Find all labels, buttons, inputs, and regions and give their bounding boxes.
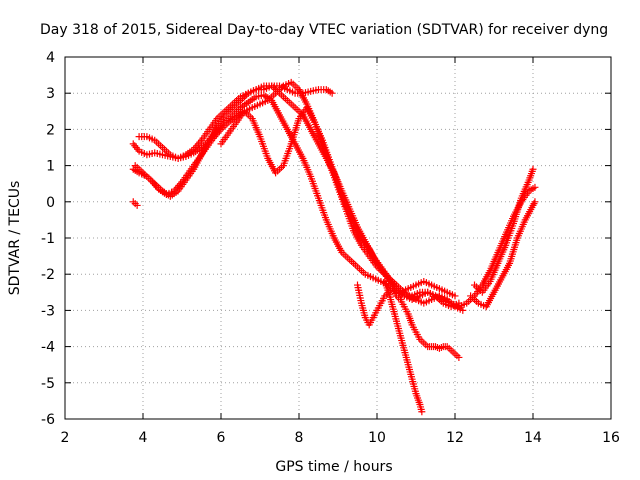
y-tick-label: -1	[41, 231, 55, 247]
x-tick-label: 6	[217, 430, 226, 446]
y-tick-label: 4	[46, 50, 55, 66]
y-tick-label: 1	[46, 159, 55, 175]
series-arc-3	[129, 82, 463, 311]
series-arc-9	[467, 198, 539, 311]
data-point	[328, 89, 336, 97]
data-point	[133, 201, 141, 209]
y-tick-label: -4	[41, 340, 55, 356]
y-tick-label: -2	[41, 267, 55, 283]
y-tick-label: 3	[46, 86, 55, 102]
series-arc-7	[354, 281, 463, 361]
data-point	[451, 292, 459, 300]
data-point	[194, 140, 202, 148]
x-tick-label: 14	[524, 430, 542, 446]
series-arc-1	[129, 198, 141, 209]
y-tick-labels: -6 -5 -4 -3 -2 -1 0 1 2 3 4	[41, 50, 55, 428]
data-point	[196, 138, 204, 146]
x-tick-labels: 2 4 6 8 10 12 14 16	[61, 430, 620, 446]
data-point	[455, 353, 463, 361]
x-tick-label: 10	[368, 430, 386, 446]
series-arc-10	[471, 165, 537, 296]
y-tick-label: -3	[41, 303, 55, 319]
x-tick-label: 4	[139, 430, 148, 446]
x-axis-label: GPS time / hours	[275, 459, 392, 475]
x-tick-label: 2	[61, 430, 70, 446]
plot-frame	[64, 56, 612, 420]
y-tick-label: -5	[41, 376, 55, 392]
y-axis-label: SDTVAR / TECUs	[7, 181, 23, 296]
x-tick-label: 16	[602, 430, 620, 446]
data-point	[529, 165, 537, 173]
x-tick-label: 8	[295, 430, 304, 446]
x-tick-label: 12	[446, 430, 464, 446]
series-arc-5	[135, 91, 539, 311]
y-tick-label: -6	[41, 412, 55, 428]
data-point	[418, 408, 426, 416]
data-point	[531, 183, 539, 191]
data-point	[459, 306, 467, 314]
data-point	[531, 198, 539, 206]
grid	[65, 57, 611, 419]
series-arc-8	[381, 277, 426, 416]
chart-title: Day 318 of 2015, Sidereal Day-to-day VTE…	[40, 22, 608, 38]
series-arc-6	[217, 104, 467, 314]
y-tick-label: 2	[46, 122, 55, 138]
series-layer	[129, 78, 539, 416]
y-tick-label: 0	[46, 195, 55, 211]
